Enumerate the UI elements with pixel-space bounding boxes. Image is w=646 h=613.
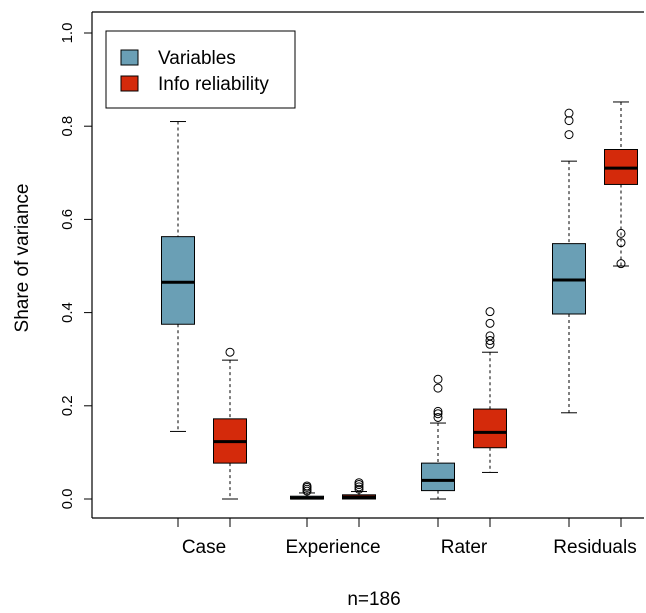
outlier-point [354, 478, 364, 488]
outlier-point [433, 383, 443, 393]
y-tick-label: 0.4 [59, 302, 76, 323]
legend-frame [105, 30, 296, 109]
outlier-point [616, 238, 626, 248]
outlier-point [485, 318, 495, 328]
legend: Variables Info reliability [105, 30, 296, 109]
outlier-point [485, 307, 495, 317]
outlier-point [564, 116, 574, 126]
outlier-point [564, 130, 574, 140]
outlier-point [433, 409, 443, 419]
outlier-point [485, 331, 495, 341]
outlier-point [302, 481, 312, 491]
y-tick-label: 0.0 [59, 489, 76, 510]
outlier-point [485, 336, 495, 346]
plot-area: 0.0 0.2 0.4 0.6 0.8 1.0 Case Experience Rater Res… [59, 11, 644, 558]
y-tick-label: 1.0 [59, 23, 76, 44]
y-tick-label: 0.8 [59, 116, 76, 137]
x-category-label: Residuals [553, 537, 636, 558]
footnote: n=186 [347, 589, 400, 610]
outlier-point [564, 108, 574, 118]
x-category-label: Experience [285, 537, 380, 558]
y-axis-title: Share of variance [12, 184, 33, 333]
legend-swatch-info-reliability [120, 75, 139, 92]
outlier-point [616, 259, 626, 269]
y-tick-label: 0.2 [59, 395, 76, 416]
x-category-label: Rater [441, 537, 488, 558]
box [473, 408, 507, 449]
outlier-point [433, 374, 443, 384]
legend-swatch-variables [120, 49, 139, 66]
box [421, 462, 455, 492]
outlier-point [433, 412, 443, 422]
outlier-point [433, 406, 443, 416]
outlier-point [225, 347, 235, 357]
y-tick-label: 0.6 [59, 209, 76, 230]
outlier-point [354, 484, 364, 494]
legend-label-variables: Variables [158, 48, 236, 69]
outlier-point [616, 228, 626, 238]
legend-label-info-reliability: Info reliability [158, 74, 269, 95]
box [161, 236, 195, 325]
outlier-point [354, 482, 364, 492]
x-category-label: Case [182, 537, 226, 558]
